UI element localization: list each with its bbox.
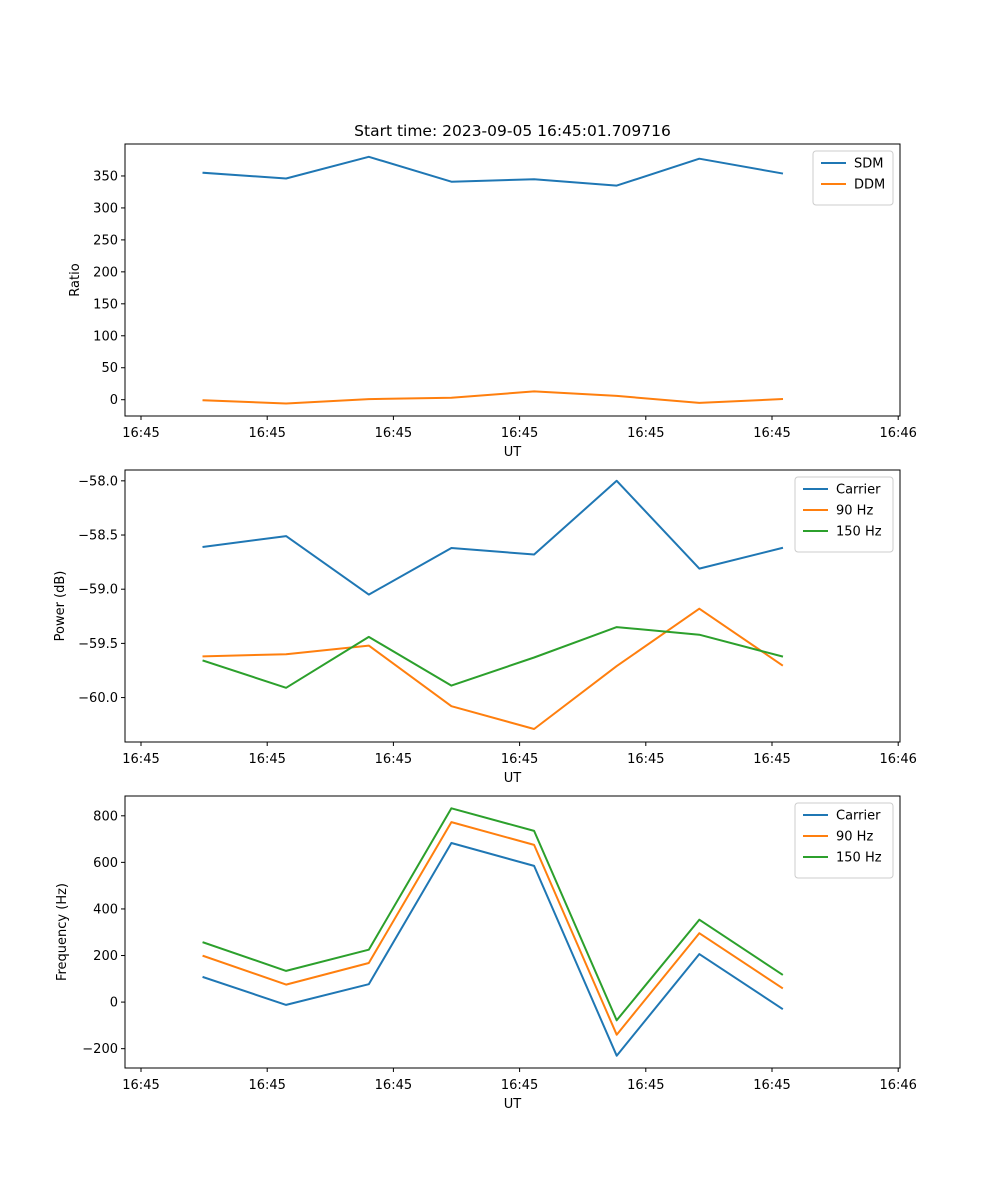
legend-label: SDM: [854, 157, 883, 172]
y-tick-label: 0: [110, 996, 118, 1011]
y-tick-label: 0: [110, 393, 118, 408]
x-tick-label: 16:45: [122, 752, 159, 767]
x-tick-label: 16:45: [122, 1078, 159, 1093]
y-tick-label: 350: [93, 169, 118, 184]
y-tick-label: 200: [93, 265, 118, 280]
legend-box: [812, 150, 894, 206]
x-tick-label: 16:45: [501, 752, 538, 767]
y-tick-label: −58.0: [78, 474, 118, 489]
x-tick-label: 16:45: [248, 426, 285, 441]
legend: Carrier 90 Hz 150 Hz: [794, 802, 894, 879]
x-tick-label: 16:45: [248, 1078, 285, 1093]
y-tick-label: 100: [93, 329, 118, 344]
legend-box: [794, 802, 894, 879]
legend-label: 90 Hz: [836, 504, 873, 519]
axes-frame: [124, 795, 901, 1069]
y-tick-label: −59.0: [78, 583, 118, 598]
legend-label: 150 Hz: [836, 851, 882, 866]
axes-frame: [124, 143, 901, 417]
x-tick-label: 16:46: [879, 752, 916, 767]
x-tick-label: 16:45: [375, 752, 412, 767]
x-tick-label: 16:45: [501, 426, 538, 441]
y-tick-label: −59.5: [78, 637, 118, 652]
series-line-sdm: [202, 155, 784, 187]
y-tick-label: 800: [93, 809, 118, 824]
legend-label: DDM: [854, 178, 885, 193]
y-axis-label: Frequency (Hz): [55, 883, 70, 981]
y-axis-label: Ratio: [68, 263, 83, 296]
x-tick-label: 16:46: [879, 426, 916, 441]
x-tick-label: 16:45: [248, 752, 285, 767]
x-tick-label: 16:45: [122, 426, 159, 441]
legend: Carrier 90 Hz 150 Hz: [794, 476, 894, 553]
x-tick-label: 16:46: [879, 1078, 916, 1093]
y-tick-label: −58.5: [78, 529, 118, 544]
legend-label: 150 Hz: [836, 525, 882, 540]
y-tick-label: −60.0: [78, 691, 118, 706]
x-tick-label: 16:45: [627, 426, 664, 441]
x-tick-label: 16:45: [501, 1078, 538, 1093]
y-tick-label: 400: [93, 902, 118, 917]
y-tick-label: 250: [93, 233, 118, 248]
axes-frame: [124, 469, 901, 743]
chart-title: Start time: 2023-09-05 16:45:01.709716: [354, 122, 671, 140]
x-axis-label: UT: [504, 771, 522, 786]
x-tick-label: 16:45: [753, 1078, 790, 1093]
x-axis-label: UT: [504, 445, 522, 460]
legend: SDM DDM: [812, 150, 894, 206]
x-tick-label: 16:45: [627, 752, 664, 767]
series-line-90-hz: [202, 821, 784, 1036]
series-line-carrier: [202, 842, 784, 1057]
legend-label: Carrier: [836, 809, 881, 824]
x-tick-label: 16:45: [753, 426, 790, 441]
series-line-150-hz: [202, 626, 784, 689]
legend-box: [794, 476, 894, 553]
y-tick-label: −200: [82, 1042, 118, 1057]
y-axis-label: Power (dB): [53, 571, 68, 642]
x-axis-label: UT: [504, 1097, 522, 1112]
panel-power: 16:45 16:45 16:45 16:45 16:45 16:45 16:46 −58.0…: [53, 469, 917, 786]
series-line-90-hz: [202, 607, 784, 730]
x-tick-label: 16:45: [753, 752, 790, 767]
legend-label: 90 Hz: [836, 830, 873, 845]
x-tick-label: 16:45: [375, 426, 412, 441]
y-tick-label: 200: [93, 949, 118, 964]
y-tick-label: 600: [93, 856, 118, 871]
panel-ratio: Start time: 2023-09-05 16:45:01.709716 1…: [68, 122, 917, 460]
y-tick-label: 150: [93, 297, 118, 312]
x-tick-label: 16:45: [627, 1078, 664, 1093]
y-tick-label: 50: [101, 361, 118, 376]
legend-label: Carrier: [836, 483, 881, 498]
series-line-150-hz: [202, 807, 784, 1022]
y-tick-label: 300: [93, 201, 118, 216]
series-line-ddm: [202, 390, 784, 405]
x-tick-label: 16:45: [375, 1078, 412, 1093]
panel-frequency: 16:45 16:45 16:45 16:45 16:45 16:45 16:46 −200 0…: [55, 795, 917, 1112]
series-line-carrier: [202, 479, 784, 596]
